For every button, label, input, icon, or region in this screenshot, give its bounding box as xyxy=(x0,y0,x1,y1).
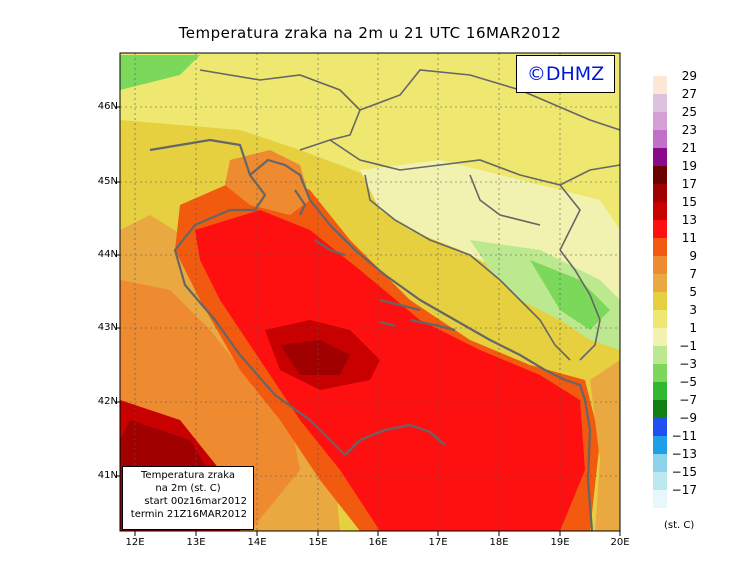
temperature-field xyxy=(120,53,620,531)
colorbar-label: 9 xyxy=(689,249,697,263)
info-box: Temperatura zraka na 2m (st. C) start 00… xyxy=(122,466,254,530)
colorbar-label: −9 xyxy=(679,411,697,425)
lat-label-42n: 42N xyxy=(97,396,118,407)
colorbar-swatch xyxy=(653,436,667,454)
colorbar-label: 13 xyxy=(681,213,697,227)
colorbar-label: 7 xyxy=(689,267,697,281)
colorbar-label: −1 xyxy=(679,339,697,353)
colorbar-swatch xyxy=(653,94,667,112)
lon-label-13e: 13E xyxy=(186,537,206,548)
colorbar-swatch xyxy=(653,328,667,346)
lon-label-17e: 17E xyxy=(428,537,448,548)
colorbar-label: 21 xyxy=(681,141,697,155)
colorbar-label: 29 xyxy=(681,69,697,83)
lon-label-16e: 16E xyxy=(368,537,388,548)
colorbar-label: 17 xyxy=(681,177,697,191)
lat-label-46n: 46N xyxy=(97,101,118,112)
lon-label-14e: 14E xyxy=(247,537,267,548)
colorbar-swatch xyxy=(653,76,667,94)
colorbar-swatch xyxy=(653,346,667,364)
lon-label-12e: 12E xyxy=(125,537,145,548)
colorbar-swatch xyxy=(653,130,667,148)
colorbar-label: 19 xyxy=(681,159,697,173)
colorbar-label: 3 xyxy=(689,303,697,317)
lat-label-45n: 45N xyxy=(97,176,118,187)
borders xyxy=(199,69,620,361)
lon-label-18e: 18E xyxy=(489,537,509,548)
colorbar-label: −17 xyxy=(671,483,697,497)
colorbar-label: −13 xyxy=(671,447,697,461)
colorbar-swatch xyxy=(653,364,667,382)
colorbar-swatch xyxy=(653,166,667,184)
axis-ticks xyxy=(115,106,621,536)
colorbar-label: 23 xyxy=(681,123,697,137)
colorbar-swatch xyxy=(653,148,667,166)
plot-frame xyxy=(119,52,621,532)
lon-label-15e: 15E xyxy=(308,537,328,548)
colorbar-label: −15 xyxy=(671,465,697,479)
lon-label-20e: 20E xyxy=(610,537,630,548)
colorbar-label: −5 xyxy=(679,375,697,389)
colorbar-swatch xyxy=(653,256,667,274)
colorbar-swatch xyxy=(653,382,667,400)
lat-label-43n: 43N xyxy=(97,322,118,333)
info-line-1: Temperatura zraka xyxy=(141,470,235,481)
colorbar-swatch xyxy=(653,220,667,238)
colorbar-labels: 29 27 25 23 21 19 17 15 13 11 9 7 5 3 1 −1 −3 −5 −7 −9 −11 −1… xyxy=(669,70,697,502)
colorbar-swatch xyxy=(653,184,667,202)
colorbar-label: 27 xyxy=(681,87,697,101)
lon-label-19e: 19E xyxy=(550,537,570,548)
info-line-3: start 00z16mar2012 xyxy=(144,496,247,507)
colorbar-swatch xyxy=(653,274,667,292)
colorbar-swatch xyxy=(653,400,667,418)
colorbar-swatch xyxy=(653,490,667,508)
coastlines xyxy=(149,138,594,531)
map-title: Temperatura zraka na 2m u 21 UTC 16MAR20… xyxy=(178,24,562,42)
dhmz-credit: ©DHMZ xyxy=(516,55,615,93)
colorbar-swatch xyxy=(653,292,667,310)
colorbar-label: 25 xyxy=(681,105,697,119)
colorbar-swatch xyxy=(653,238,667,256)
colorbar-label: 5 xyxy=(689,285,697,299)
colorbar-label: 1 xyxy=(689,321,697,335)
colorbar-label: −11 xyxy=(671,429,697,443)
colorbar xyxy=(653,76,667,508)
colorbar-swatch xyxy=(653,202,667,220)
info-line-4: termin 21Z16MAR2012 xyxy=(130,509,247,520)
colorbar-swatch xyxy=(653,112,667,130)
lat-label-41n: 41N xyxy=(97,470,118,481)
colorbar-label: −7 xyxy=(679,393,697,407)
colorbar-swatch xyxy=(653,418,667,436)
colorbar-unit: (st. C) xyxy=(664,520,695,531)
lat-label-44n: 44N xyxy=(97,249,118,260)
colorbar-swatch xyxy=(653,472,667,490)
colorbar-label: 11 xyxy=(681,231,697,245)
colorbar-swatch xyxy=(653,310,667,328)
info-line-2: na 2m (st. C) xyxy=(155,483,221,494)
colorbar-label: −3 xyxy=(679,357,697,371)
colorbar-swatch xyxy=(653,454,667,472)
colorbar-label: 15 xyxy=(681,195,697,209)
